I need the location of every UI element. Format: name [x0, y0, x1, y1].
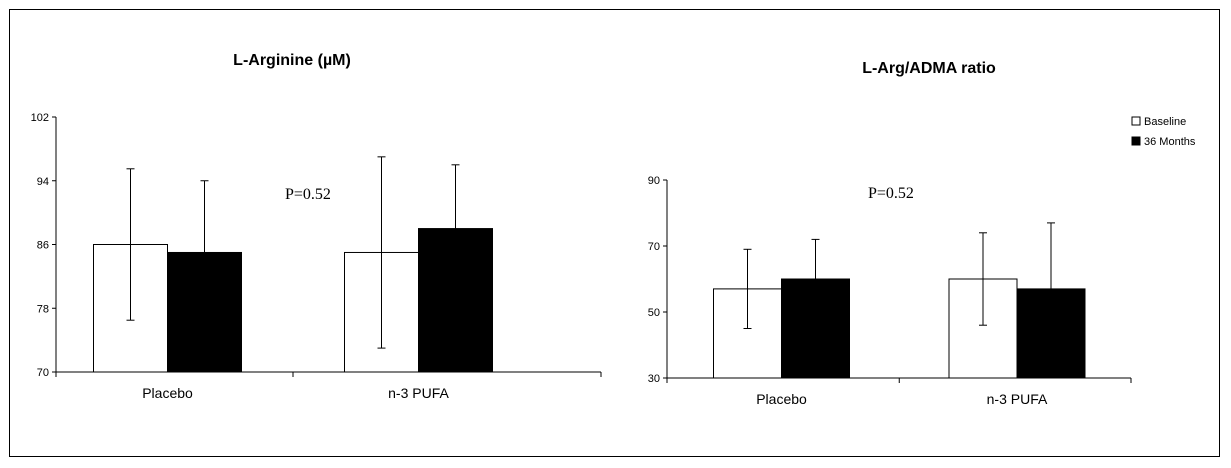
chart-l-arginine: L-Arginine (µM) 70 78 86 94 102 Placebo n-3 PUF…	[31, 52, 602, 401]
y-tick-label: 70	[648, 241, 660, 253]
y-tick-label: 50	[648, 307, 660, 319]
legend-swatch	[1131, 116, 1141, 126]
p-value-annotation: P=0.52	[868, 185, 914, 202]
legend-label: 36 Months	[1144, 136, 1196, 148]
y-tick-label: 30	[648, 373, 660, 385]
figure-frame: L-Arginine (µM) 70 78 86 94 102 Placebo n-3 PUF…	[9, 9, 1220, 457]
y-tick-label: 90	[648, 175, 660, 187]
legend-label: Baseline	[1144, 116, 1186, 128]
legend-swatch	[1131, 136, 1141, 146]
y-tick-label: 86	[37, 240, 49, 252]
y-tick-label: 70	[37, 367, 49, 379]
legend: Baseline 36 Months	[1131, 116, 1196, 148]
chart-title: L-Arg/ADMA ratio	[862, 60, 996, 77]
bar-36-months	[1016, 288, 1086, 379]
bar-36-months	[167, 251, 242, 373]
category-label: Placebo	[142, 385, 193, 401]
chart-title: L-Arginine (µM)	[233, 52, 351, 69]
bar-36-months	[418, 228, 493, 373]
charts-svg: L-Arginine (µM) 70 78 86 94 102 Placebo n-3 PUF…	[31, 52, 1196, 407]
category-label: n-3 PUFA	[388, 385, 449, 401]
y-tick-label: 78	[37, 303, 49, 315]
y-tick-label: 94	[37, 176, 49, 188]
y-tick-label: 102	[31, 112, 49, 124]
chart-l-arg-adma-ratio: L-Arg/ADMA ratio 30 50 70 90 Placebo n-3 PUFA P…	[648, 60, 1132, 407]
category-label: Placebo	[756, 391, 807, 407]
category-label: n-3 PUFA	[987, 391, 1048, 407]
bar-36-months	[781, 278, 850, 379]
p-value-annotation: P=0.52	[285, 186, 331, 203]
